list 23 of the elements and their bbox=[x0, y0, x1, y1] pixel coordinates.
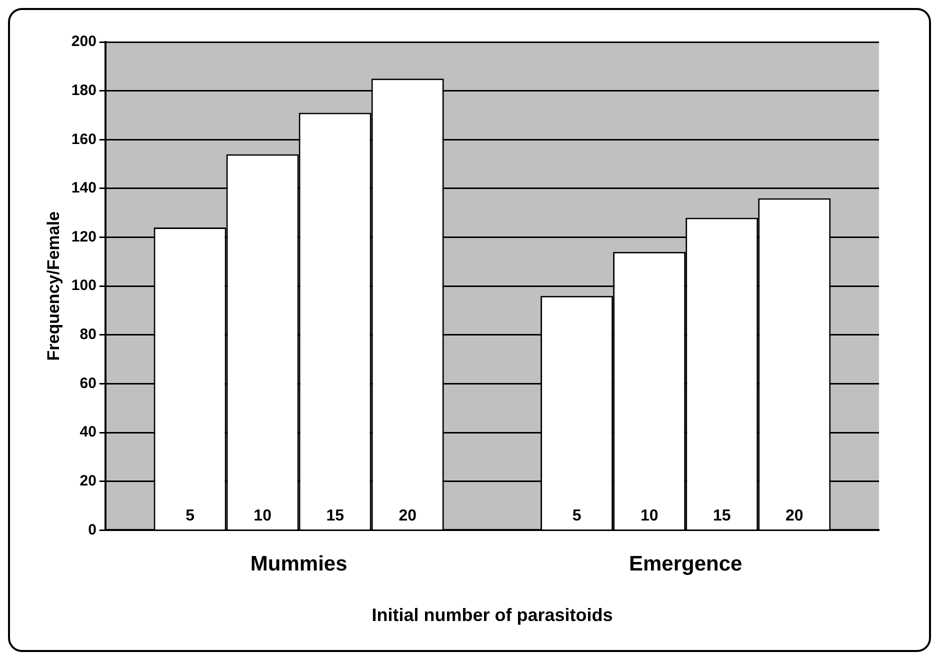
y-axis-title: Frequency/Female bbox=[44, 211, 63, 361]
y-tick-label: 20 bbox=[80, 472, 96, 490]
y-tick-label: 100 bbox=[71, 277, 96, 294]
y-tick-label: 180 bbox=[71, 82, 96, 99]
y-tick-label: 80 bbox=[80, 326, 96, 344]
text: 10 bbox=[640, 508, 658, 525]
x-axis-title: Initial number of parasitoids bbox=[372, 605, 613, 626]
x-tick-label: Emergence bbox=[628, 552, 742, 576]
series-label: 15 bbox=[326, 508, 344, 525]
y-tick-label: 200 bbox=[71, 33, 96, 50]
y-tick-label: 60 bbox=[80, 374, 96, 392]
y-tick-label: 160 bbox=[71, 130, 96, 148]
y-tick-label: 140 bbox=[71, 180, 96, 197]
y-tick-label: 0 bbox=[88, 521, 96, 538]
text: 15 bbox=[712, 508, 731, 525]
series-label: 20 bbox=[398, 508, 417, 525]
series-label: 5 bbox=[186, 508, 195, 525]
text: 20 bbox=[785, 508, 804, 525]
y-tick-label: 40 bbox=[80, 424, 96, 441]
x-tick-label: Mummies bbox=[250, 552, 348, 576]
series-label: 10 bbox=[254, 508, 272, 525]
y-tick-label: 120 bbox=[71, 228, 96, 246]
text: 5 bbox=[572, 508, 582, 525]
